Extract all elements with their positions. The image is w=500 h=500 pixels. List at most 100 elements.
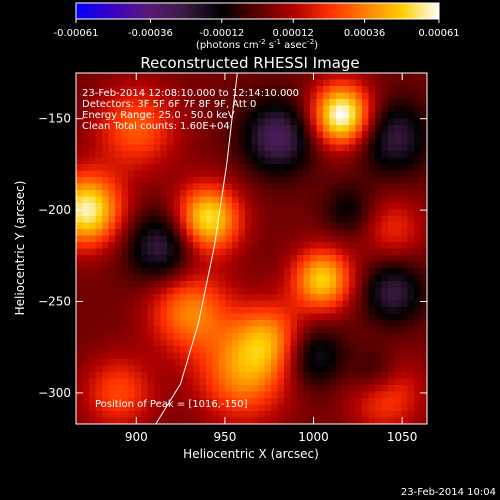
heatmap-cell — [316, 287, 324, 295]
heatmap-cell — [160, 248, 168, 256]
heatmap-cell — [414, 339, 422, 347]
heatmap-cell — [134, 151, 142, 159]
heatmap-cell — [407, 105, 415, 113]
heatmap-cell — [238, 216, 246, 224]
heatmap-cell — [102, 125, 110, 133]
heatmap-cell — [180, 274, 188, 282]
heatmap-cell — [329, 281, 337, 289]
heatmap-cell — [264, 235, 272, 243]
heatmap-cell — [394, 125, 402, 133]
heatmap-cell — [290, 287, 298, 295]
heatmap-cell — [401, 404, 409, 412]
heatmap-cell — [336, 378, 344, 386]
heatmap-cell — [303, 365, 311, 373]
heatmap-cell — [232, 398, 240, 406]
heatmap-cell — [407, 339, 415, 347]
heatmap-cell — [245, 131, 253, 139]
heatmap-cell — [89, 170, 97, 178]
heatmap-cell — [212, 196, 220, 204]
heatmap-cell — [147, 92, 155, 100]
heatmap-cell — [147, 248, 155, 256]
heatmap-cell — [290, 411, 298, 419]
heatmap-cell — [115, 359, 123, 367]
heatmap-cell — [271, 346, 279, 354]
heatmap-cell — [336, 411, 344, 419]
heatmap-cell — [284, 229, 292, 237]
heatmap-cell — [362, 391, 370, 399]
heatmap-cell — [316, 385, 324, 393]
heatmap-cell — [355, 125, 363, 133]
heatmap-cell — [128, 300, 136, 308]
heatmap-cell — [232, 300, 240, 308]
heatmap-cell — [115, 385, 123, 393]
heatmap-cell — [336, 203, 344, 211]
heatmap-cell — [76, 352, 84, 360]
heatmap-cell — [128, 235, 136, 243]
heatmap-cell — [420, 411, 427, 419]
heatmap-cell — [316, 307, 324, 315]
heatmap-cell — [271, 183, 279, 191]
heatmap-cell — [180, 391, 188, 399]
heatmap-cell — [336, 183, 344, 191]
heatmap-cell — [89, 359, 97, 367]
heatmap-cell — [167, 242, 175, 250]
heatmap-cell — [323, 294, 331, 302]
heatmap-cell — [212, 203, 220, 211]
heatmap-cell — [121, 268, 129, 276]
heatmap-cell — [219, 105, 227, 113]
heatmap-cell — [206, 144, 214, 152]
heatmap-cell — [336, 229, 344, 237]
heatmap-cell — [362, 138, 370, 146]
heatmap-cell — [368, 339, 376, 347]
heatmap-cell — [349, 313, 357, 321]
heatmap-cell — [362, 242, 370, 250]
heatmap-cell — [342, 164, 350, 172]
heatmap-cell — [89, 125, 97, 133]
heatmap-cell — [160, 372, 168, 380]
heatmap-cell — [251, 268, 259, 276]
heatmap-cell — [420, 229, 427, 237]
heatmap-cell — [290, 417, 298, 424]
heatmap-cell — [82, 281, 90, 289]
plot-frame — [75, 72, 428, 425]
heatmap-cell — [115, 346, 123, 354]
heatmap-cell — [95, 391, 103, 399]
heatmap-cell — [271, 255, 279, 263]
heatmap-cell — [284, 222, 292, 230]
heatmap-cell — [225, 190, 233, 198]
heatmap-cell — [336, 235, 344, 243]
heatmap-cell — [121, 99, 129, 107]
heatmap-cell — [407, 229, 415, 237]
heatmap-cell — [264, 307, 272, 315]
heatmap-cell — [355, 86, 363, 94]
heatmap-cell — [76, 313, 84, 321]
heatmap-cell — [251, 118, 259, 126]
heatmap-cell — [388, 151, 396, 159]
heatmap-cell — [381, 326, 389, 334]
heatmap-cell — [82, 307, 90, 315]
heatmap-cell — [212, 255, 220, 263]
heatmap-cell — [167, 183, 175, 191]
heatmap-cell — [238, 196, 246, 204]
heatmap-cell — [258, 196, 266, 204]
heatmap-cell — [134, 235, 142, 243]
heatmap-cell — [349, 307, 357, 315]
heatmap-cell — [219, 352, 227, 360]
heatmap-cell — [199, 365, 207, 373]
heatmap-cell — [89, 118, 97, 126]
heatmap-cell — [355, 112, 363, 120]
heatmap-cell — [251, 105, 259, 113]
heatmap-cell — [375, 378, 383, 386]
heatmap-cell — [193, 118, 201, 126]
heatmap-cell — [173, 378, 181, 386]
heatmap-cell — [277, 92, 285, 100]
heatmap-cell — [381, 86, 389, 94]
heatmap-cell — [368, 157, 376, 165]
heatmap-cell — [82, 300, 90, 308]
heatmap-cell — [134, 261, 142, 269]
heatmap-cell — [349, 86, 357, 94]
heatmap-cell — [381, 411, 389, 419]
heatmap-cell — [264, 170, 272, 178]
heatmap-cell — [115, 86, 123, 94]
heatmap-cell — [407, 125, 415, 133]
